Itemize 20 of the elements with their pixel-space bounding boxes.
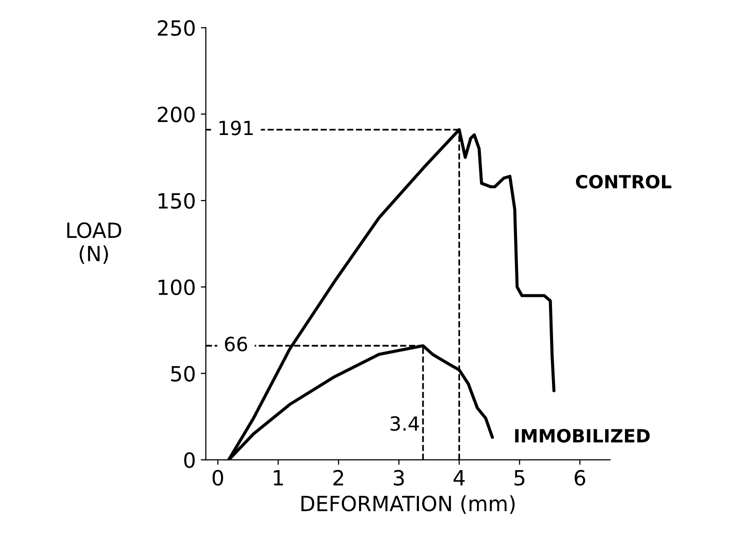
series-label: IMMOBILIZED	[515, 428, 650, 443]
ref-line-label: 66	[224, 336, 248, 352]
y-tick-label: 250	[158, 20, 195, 36]
y-axis-title: LOAD (N)	[67, 222, 122, 264]
x-tick-label: 4	[454, 470, 465, 486]
x-axis-title: DEFORMATION (mm)	[301, 495, 515, 514]
x-tick-label: 6	[574, 470, 586, 486]
x-tick-label: 5	[514, 470, 524, 486]
y-tick-label: 150	[158, 193, 195, 209]
ref-line-label: 191	[220, 120, 253, 136]
x-tick-label: 1	[274, 470, 283, 486]
x-tick-label: 2	[333, 470, 344, 486]
y-tick-label: 0	[184, 452, 195, 468]
ref-line-label: 3.4	[390, 416, 419, 431]
x-tick-label: 3	[394, 470, 404, 486]
text: CONTROL	[576, 174, 672, 188]
x-tick-label: 0	[212, 470, 224, 486]
y-tick-label: 100	[158, 279, 195, 296]
y-tick-label: 50	[171, 366, 195, 382]
y-tick-label: 200	[158, 106, 195, 122]
